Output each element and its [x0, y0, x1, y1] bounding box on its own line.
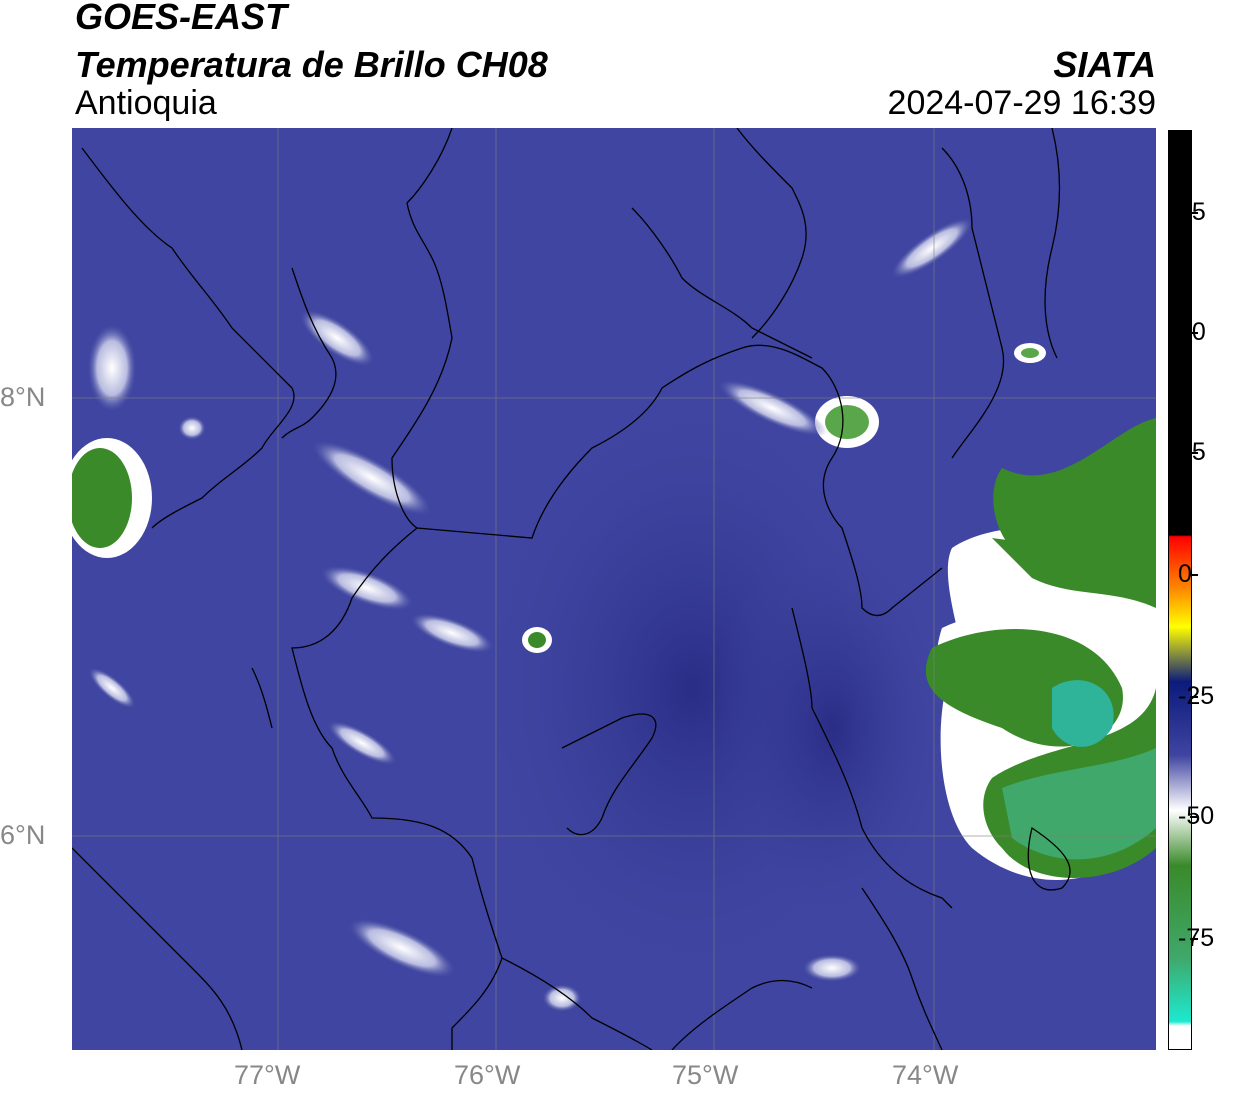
colorbar-tick-minus50: -50 — [1178, 802, 1215, 830]
colorbar-tick-minus75: -75 — [1178, 924, 1215, 952]
colorbar-tick-minus25: -25 — [1178, 682, 1215, 710]
scattered-cloud-cells — [72, 217, 1046, 1012]
lat-label-8n: 8°N — [0, 382, 46, 412]
colorbar-tick-50: 50 — [1178, 318, 1206, 346]
colorbar — [1168, 130, 1192, 1050]
satellite-title: GOES-EAST — [75, 0, 288, 37]
map-panel — [72, 128, 1156, 1050]
lon-label-76w: 76°W — [454, 1060, 521, 1090]
product-title: Temperatura de Brillo CH08 — [75, 44, 548, 85]
region-label: Antioquia — [75, 84, 217, 122]
brand-label: SIATA — [1053, 44, 1156, 85]
lon-label-77w: 77°W — [234, 1060, 301, 1090]
colorbar-tick-75: 75 — [1178, 198, 1206, 226]
lat-label-6n: 6°N — [0, 820, 46, 850]
lon-label-75w: 75°W — [672, 1060, 739, 1090]
map-gridlines — [72, 128, 1156, 1050]
lon-label-74w: 74°W — [892, 1060, 959, 1090]
timestamp-label: 2024-07-29 16:39 — [887, 84, 1156, 122]
political-boundaries — [72, 128, 1071, 1050]
eastern-cloud-system — [925, 418, 1156, 881]
colorbar-tick-25: 25 — [1178, 438, 1206, 466]
colorbar-tick-0: 0 — [1178, 560, 1198, 588]
